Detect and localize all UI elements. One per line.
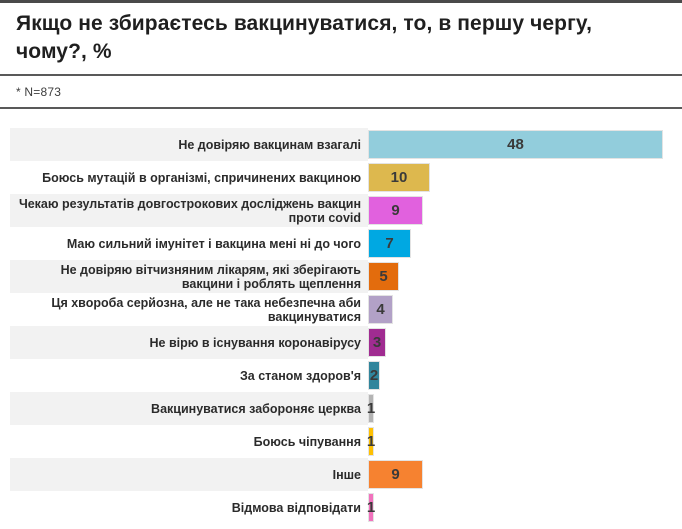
category-label: Чекаю результатів довгострокових дослідж… [18,196,361,225]
bar-value-label: 1 [366,499,376,517]
category-label: Боюсь мутацій в організмі, спричинених в… [42,170,361,185]
bar: 10 [368,163,430,193]
top-divider [0,0,682,3]
category-label: Вакцинуватися забороняє церква [151,401,361,416]
bar-row: Не вірю в існування коронавірусу 3 [0,326,682,360]
category-label-cell: За станом здоров'я [10,359,368,392]
bar-track: 9 [368,194,682,227]
bar-value-label: 4 [376,301,385,319]
bar-track: 2 [368,359,682,392]
bar-track: 9 [368,458,682,491]
category-label-cell: Маю сильний імунітет і вакцина мені ні д… [10,227,368,260]
category-label: Ця хвороба серйозна, але не така небезпе… [51,295,361,324]
bar-track: 10 [368,161,682,194]
bar-row: Інше 9 [0,458,682,492]
category-label-cell: Інше [10,458,368,492]
category-label-cell: Не вірю в існування коронавірусу [10,326,368,360]
bar-value-label: 3 [372,334,382,352]
chart-title: Якщо не збираєтесь вакцинуватися, то, в … [16,12,593,63]
bar: 1 [366,394,376,424]
bar: 9 [368,196,423,226]
bar-row: Маю сильний імунітет і вакцина мені ні д… [0,227,682,260]
category-label-cell: Чекаю результатів довгострокових дослідж… [10,194,368,228]
bar-chart: Не довіряю вакцинам взагалі 48 Боюсь мут… [0,128,682,524]
category-label: Не довіряю вакцинам взагалі [178,137,361,152]
bar-row: Чекаю результатів довгострокових дослідж… [0,194,682,228]
category-label: Відмова відповідати [231,500,361,515]
bar: 5 [368,262,399,292]
category-label-cell: Боюсь чіпування [10,425,368,458]
bar-row: Не довіряю вакцинам взагалі 48 [0,128,682,162]
category-label: Боюсь чіпування [253,434,361,449]
bar-value-label: 9 [391,466,400,484]
bar-row: За станом здоров'я 2 [0,359,682,392]
sample-size-band: * N=873 [0,74,682,110]
bar-row: Боюсь мутацій в організмі, спричинених в… [0,161,682,194]
bar: 3 [368,328,386,358]
bar: 1 [366,427,376,457]
bar-row: Вакцинуватися забороняє церква 1 [0,392,682,426]
bar-value-label: 10 [390,169,408,187]
category-label-cell: Не довіряю вітчизняним лікарям, які збер… [10,260,368,294]
bar-value-label: 9 [391,202,400,220]
bar-track: 3 [368,326,682,359]
category-label: Інше [332,467,361,482]
category-label: Не довіряю вітчизняним лікарям, які збер… [60,262,361,291]
bar-track: 1 [366,491,682,524]
bar: 4 [368,295,393,325]
bar-value-label: 1 [366,400,376,418]
bar: 9 [368,460,423,490]
category-label-cell: Відмова відповідати [10,491,368,524]
bar-value-label: 7 [385,235,394,253]
bar-row: Відмова відповідати 1 [0,491,682,524]
bar-track: 1 [366,425,682,458]
bar-value-label: 2 [369,367,379,385]
bar-track: 1 [366,392,682,425]
bar: 2 [368,361,380,391]
bar-row: Ця хвороба серйозна, але не така небезпе… [0,293,682,326]
bar-track: 7 [368,227,682,260]
sample-size-note: * N=873 [16,85,62,100]
bar-row: Не довіряю вітчизняним лікарям, які збер… [0,260,682,294]
bar-value-label: 1 [366,433,376,451]
category-label-cell: Боюсь мутацій в організмі, спричинених в… [10,161,368,194]
category-label-cell: Вакцинуватися забороняє церква [10,392,368,426]
bar-row: Боюсь чіпування 1 [0,425,682,458]
bar: 7 [368,229,411,259]
bar: 1 [366,493,376,523]
category-label: За станом здоров'я [239,368,361,383]
category-label-cell: Ця хвороба серйозна, але не така небезпе… [10,293,368,326]
bar-value-label: 48 [507,136,524,154]
bar: 48 [368,130,663,160]
bar-value-label: 5 [379,268,388,286]
bar-track: 4 [368,293,682,326]
category-label: Не вірю в існування коронавірусу [149,335,362,350]
bar-track: 48 [368,128,682,161]
bar-track: 5 [368,260,682,293]
category-label: Маю сильний імунітет і вакцина мені ні д… [66,236,361,251]
category-label-cell: Не довіряю вакцинам взагалі [10,128,368,162]
